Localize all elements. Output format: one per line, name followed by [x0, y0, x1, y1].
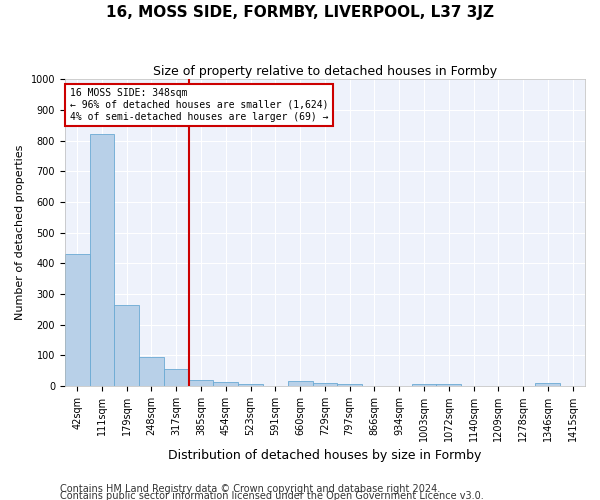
Bar: [89, 134, 115, 386]
Text: 16 MOSS SIDE: 348sqm
← 96% of detached houses are smaller (1,624)
4% of semi-det: 16 MOSS SIDE: 348sqm ← 96% of detached h…: [70, 88, 328, 122]
Bar: [164, 369, 188, 386]
Y-axis label: Number of detached properties: Number of detached properties: [15, 145, 25, 320]
Title: Size of property relative to detached houses in Formby: Size of property relative to detached ho…: [153, 65, 497, 78]
Bar: [214, 382, 238, 386]
Bar: [65, 254, 89, 386]
Bar: [535, 383, 560, 386]
Text: Contains public sector information licensed under the Open Government Licence v3: Contains public sector information licen…: [60, 491, 484, 500]
Bar: [115, 304, 139, 386]
Bar: [288, 382, 313, 386]
Bar: [238, 384, 263, 386]
Text: 16, MOSS SIDE, FORMBY, LIVERPOOL, L37 3JZ: 16, MOSS SIDE, FORMBY, LIVERPOOL, L37 3J…: [106, 5, 494, 20]
Bar: [436, 384, 461, 386]
Bar: [188, 380, 214, 386]
Text: Contains HM Land Registry data © Crown copyright and database right 2024.: Contains HM Land Registry data © Crown c…: [60, 484, 440, 494]
Bar: [139, 357, 164, 386]
Bar: [313, 383, 337, 386]
Bar: [412, 384, 436, 386]
Bar: [337, 384, 362, 386]
X-axis label: Distribution of detached houses by size in Formby: Distribution of detached houses by size …: [168, 450, 482, 462]
